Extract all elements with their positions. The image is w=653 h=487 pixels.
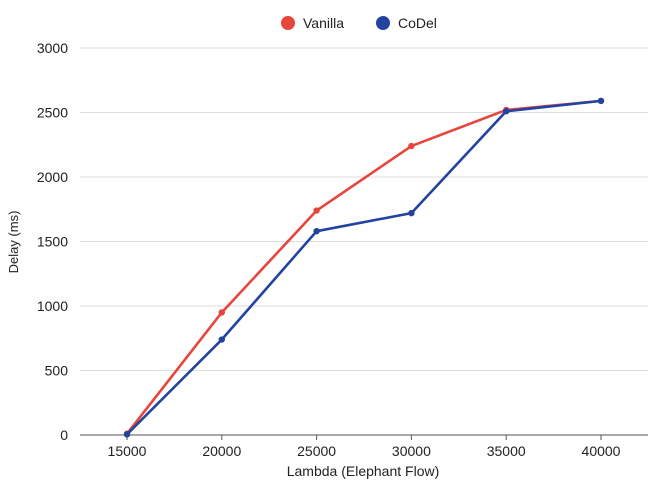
y-tick-label: 1000 [37, 298, 68, 314]
data-point-codel [123, 431, 131, 438]
data-point-vanilla [408, 142, 415, 150]
x-tick-label: 20000 [202, 443, 241, 459]
y-tick-label: 500 [45, 363, 69, 379]
data-point-codel [313, 227, 320, 235]
data-point-codel [408, 209, 415, 217]
y-tick-label: 2000 [37, 169, 68, 185]
legend-label-codel: CoDel [398, 15, 437, 31]
y-axis-title: Delay (ms) [6, 211, 21, 274]
series-line-codel [125, 99, 603, 436]
x-axis-title: Lambda (Elephant Flow) [287, 463, 440, 479]
x-tick-label: 30000 [392, 443, 431, 459]
x-tick-label: 25000 [297, 443, 336, 459]
legend-item-vanilla[interactable]: Vanilla [281, 15, 344, 31]
y-tick-label: 0 [60, 427, 68, 443]
legend-item-codel[interactable]: CoDel [376, 15, 437, 31]
data-point-vanilla [313, 207, 320, 214]
x-tick-label: 15000 [108, 443, 147, 459]
data-point-vanilla [218, 309, 225, 316]
x-tick-label: 35000 [487, 443, 526, 459]
legend-marker-codel [376, 16, 390, 30]
y-tick-label: 1500 [37, 234, 68, 250]
legend: Vanilla CoDel [281, 15, 437, 31]
legend-marker-vanilla [281, 16, 295, 30]
series-line-vanilla [125, 99, 603, 436]
data-point-codel [503, 108, 510, 115]
y-tick-label: 2500 [37, 105, 68, 121]
data-point-codel [597, 97, 605, 105]
x-tick-label: 40000 [582, 443, 621, 459]
legend-label-vanilla: Vanilla [303, 15, 344, 31]
y-tick-label: 3000 [37, 40, 68, 56]
axes: 0 500 1000 1500 2000 2500 3000 15000 20000 25000 3… [37, 40, 621, 459]
series-lines [123, 97, 605, 438]
data-point-codel [218, 336, 225, 343]
